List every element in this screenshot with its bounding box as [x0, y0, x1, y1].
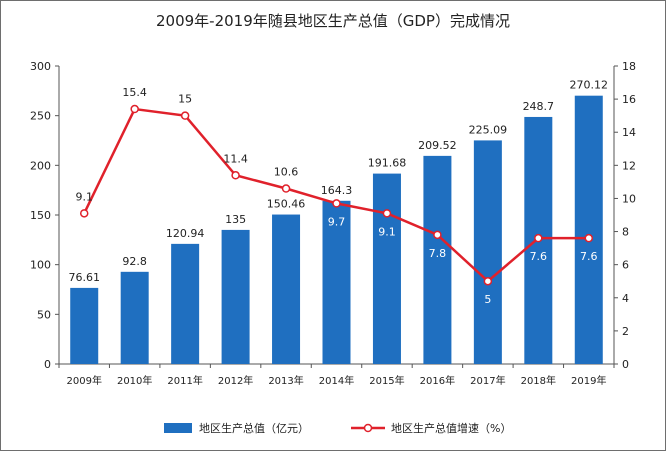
line-point	[79, 209, 89, 218]
left-tick-label: 100	[30, 259, 51, 272]
x-tick-label: 2011年	[167, 374, 202, 387]
bar-value-label: 92.8	[122, 255, 147, 268]
right-tick-label: 2	[622, 325, 629, 338]
legend-bar-swatch	[164, 423, 192, 433]
right-tick-label: 16	[622, 93, 636, 106]
bar	[171, 243, 200, 364]
line-value-label: 5	[484, 293, 491, 306]
left-tick-label: 300	[30, 60, 51, 73]
bar-series	[70, 95, 603, 365]
right-tick-label: 4	[622, 292, 629, 305]
line-point	[382, 209, 392, 218]
line-value-label: 7.8	[429, 247, 447, 260]
legend-line-label: 地区生产总值增速（%）	[391, 421, 511, 435]
right-tick-label: 12	[622, 159, 636, 172]
bar-value-label: 164.3	[321, 184, 353, 197]
line-point	[534, 233, 543, 243]
line-point	[584, 233, 594, 243]
bar	[423, 155, 452, 364]
right-tick-label: 10	[622, 192, 636, 205]
line-series	[79, 104, 594, 286]
left-tick-label: 250	[30, 110, 51, 123]
bar-value-label: 209.52	[418, 139, 457, 152]
x-tick-label: 2018年	[521, 374, 556, 387]
x-tick-label: 2013年	[268, 374, 303, 387]
right-tick-label: 0	[622, 358, 629, 371]
line-point	[281, 184, 291, 193]
chart-title: 2009年-2019年随县地区生产总值（GDP）完成情况	[156, 12, 510, 30]
bar	[473, 140, 502, 364]
bar-value-label: 270.12	[570, 79, 609, 92]
line-point	[231, 171, 240, 180]
line-point	[180, 111, 190, 120]
x-tick-label: 2014年	[319, 374, 354, 387]
bar-value-label: 135	[225, 213, 246, 226]
data-labels: 76.61 92.8 120.94 135 150.46 164.3 191.68 209.5…	[68, 79, 608, 307]
bar-value-label: 76.61	[68, 271, 100, 284]
line-value-label: 15.4	[122, 86, 147, 99]
bar-value-label: 191.68	[368, 157, 407, 170]
x-tick-label: 2012年	[218, 374, 253, 387]
left-tick-label: 0	[44, 358, 51, 371]
bar	[322, 200, 351, 364]
line-value-label: 9.1	[75, 190, 93, 203]
bar	[272, 214, 301, 364]
bar	[574, 95, 603, 365]
line-value-label: 9.1	[378, 225, 396, 238]
line-point	[433, 230, 442, 240]
right-tick-label: 6	[622, 259, 629, 272]
bar-value-label: 120.94	[166, 227, 205, 240]
bar-value-label: 150.46	[267, 198, 306, 211]
x-tick-label: 2010年	[117, 374, 152, 387]
left-tick-label: 200	[30, 159, 51, 172]
legend: 地区生产总值（亿元） 地区生产总值增速（%）	[164, 421, 511, 435]
line-value-label: 11.4	[223, 152, 248, 165]
line-point	[332, 199, 341, 208]
line-value-label: 7.6	[580, 250, 598, 263]
bar	[372, 173, 401, 364]
bar	[70, 287, 99, 364]
right-tick-label: 8	[622, 226, 629, 239]
line-point	[130, 104, 139, 114]
bar-value-label: 248.7	[523, 100, 555, 113]
left-tick-label: 150	[30, 209, 51, 222]
right-tick-label: 18	[622, 60, 636, 73]
axes: 0 50 100 150 200 250 300 0 2 4 6 8 10 12 14 16 18 2009年 20…	[30, 60, 636, 387]
bar	[120, 271, 149, 364]
x-tick-label: 2019年	[571, 374, 606, 387]
left-tick-label: 50	[37, 308, 51, 321]
legend-line-marker	[363, 423, 373, 433]
legend-bar-label: 地区生产总值（亿元）	[199, 421, 309, 435]
line-value-label: 15	[178, 93, 192, 106]
right-tick-label: 14	[622, 126, 636, 139]
bar	[221, 229, 250, 364]
line-value-label: 10.6	[274, 166, 299, 179]
line-point	[483, 276, 493, 286]
bar-value-label: 225.09	[469, 123, 508, 136]
x-tick-label: 2016年	[420, 374, 455, 387]
x-tick-label: 2017年	[470, 374, 505, 387]
x-tick-label: 2015年	[369, 374, 404, 387]
line-value-label: 7.6	[530, 250, 548, 263]
x-tick-label: 2009年	[67, 374, 102, 387]
line-value-label: 9.7	[328, 215, 346, 228]
